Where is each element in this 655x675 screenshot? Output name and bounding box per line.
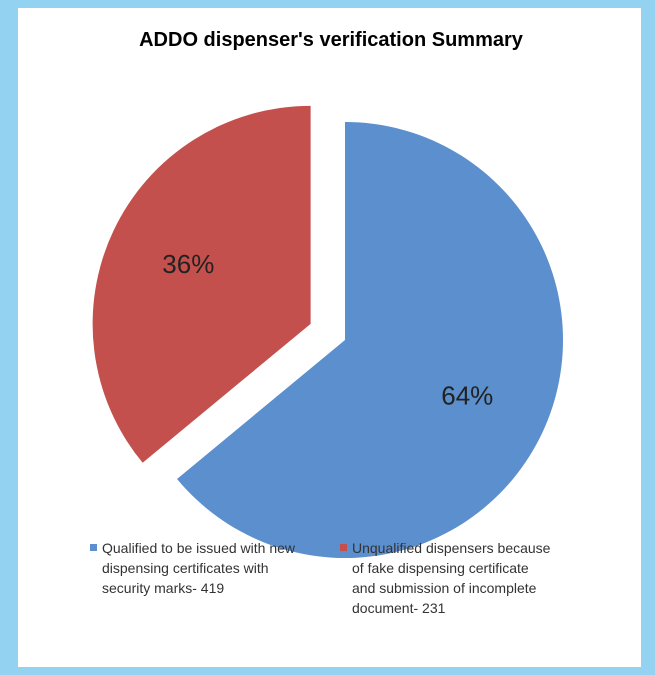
pie-slice: [177, 122, 563, 559]
legend-swatch: [340, 544, 347, 551]
legend-swatch: [90, 544, 97, 551]
legend-item: Qualified to be issued with new dispensi…: [90, 538, 302, 598]
legend-label: Qualified to be issued with new dispensi…: [102, 540, 295, 596]
legend-item: Unqualified dispensers because of fake d…: [340, 538, 552, 618]
legend-label: Unqualified dispensers because of fake d…: [352, 540, 551, 616]
data-label: 36%: [162, 249, 214, 279]
data-label: 64%: [441, 380, 493, 410]
chart-title: ADDO dispenser's verification Summary: [139, 29, 524, 51]
pie-slice: [92, 105, 311, 463]
